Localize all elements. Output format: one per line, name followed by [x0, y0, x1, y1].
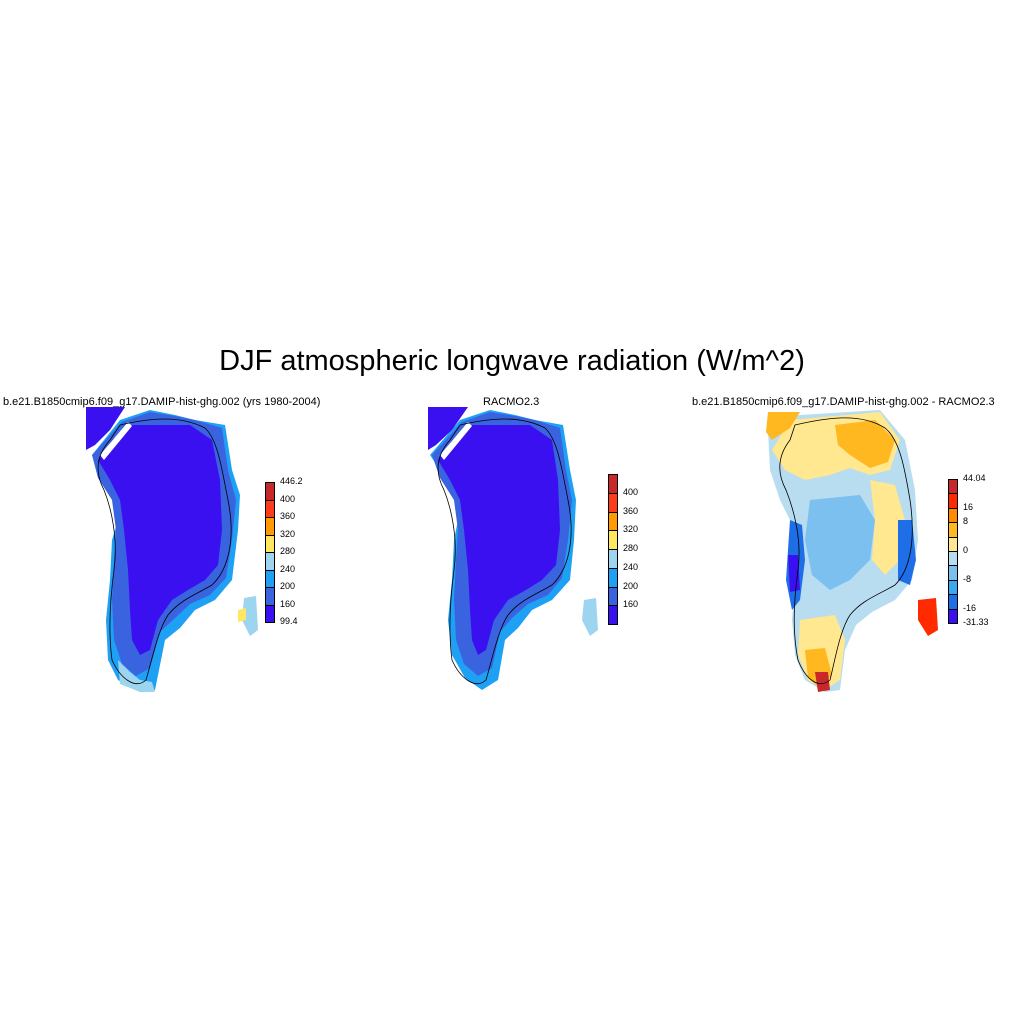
panel-3-island-red [918, 598, 938, 636]
colorbar-label: 446.2 [280, 476, 303, 486]
panel-1-edge-light [118, 660, 155, 692]
panel-1-gap [100, 422, 132, 460]
panel-3-field [766, 410, 938, 692]
colorbar-label: 280 [280, 546, 296, 556]
colorbar-label: 280 [623, 543, 639, 553]
panel-3-east-blue [898, 520, 916, 585]
panel-2-island [582, 598, 598, 636]
panel-1-island-yellow [238, 608, 246, 622]
panel-3-north-orange [835, 420, 895, 468]
panel-3-east-yellow [870, 480, 905, 575]
panel-1-island [242, 596, 258, 636]
colorbar-box [265, 534, 275, 553]
colorbar-label: 160 [623, 599, 639, 610]
colorbar-box [265, 587, 275, 606]
colorbar-box [948, 522, 958, 538]
colorbar-box [265, 569, 275, 588]
panel-1-interior [98, 425, 222, 655]
colorbar-box [608, 474, 618, 494]
panel-3-south-red [815, 672, 830, 692]
colorbar-box [948, 608, 958, 624]
colorbar-box [948, 507, 958, 524]
panel-1-coastline [97, 418, 232, 685]
panel-2-field [428, 407, 598, 690]
colorbar-label: -16 [963, 602, 977, 613]
figure-title: DJF atmospheric longwave radiation (W/m^… [219, 345, 805, 377]
panel-1-title: b.e21.B1850cmip6.f09_g17.DAMIP-hist-ghg.… [3, 396, 321, 408]
colorbar-box [608, 586, 618, 607]
colorbar-box [608, 605, 618, 625]
colorbar-box [608, 549, 618, 569]
colorbar-box [608, 567, 618, 588]
colorbar-label: -31.33 [963, 617, 989, 627]
colorbar-box [948, 579, 958, 596]
colorbar-box [948, 551, 958, 567]
colorbar-label: 44.04 [963, 473, 986, 483]
colorbar-label: 0 [963, 545, 969, 555]
colorbar-box [948, 536, 958, 552]
panel-2-title: RACMO2.3 [483, 396, 540, 408]
colorbar-label: 360 [623, 505, 639, 516]
colorbar-label: 400 [280, 493, 296, 504]
colorbar-label: 240 [280, 563, 296, 574]
panel-2-nw-wedge [428, 407, 468, 450]
colorbar-label: 400 [623, 486, 639, 497]
colorbar-box [948, 594, 958, 610]
panel-3-title: b.e21.B1850cmip6.f09_g17.DAMIP-hist-ghg.… [692, 396, 995, 408]
colorbar-box [265, 499, 275, 518]
colorbar-box [948, 479, 958, 495]
colorbar-box [608, 511, 618, 532]
colorbar-label: 16 [963, 501, 974, 512]
colorbar-box [608, 530, 618, 550]
panel-1-field [86, 407, 258, 692]
colorbar-label: 160 [280, 598, 296, 609]
panel-1-nw-wedge [86, 407, 125, 450]
colorbar-box [265, 482, 275, 501]
colorbar-label: 200 [280, 581, 296, 591]
colorbar-label: -8 [963, 573, 972, 584]
panel-3-west-deep [788, 555, 800, 592]
panel-2-gap [440, 422, 472, 460]
colorbar-box [948, 493, 958, 509]
panel-3-nw-stripes [766, 412, 800, 440]
colorbar-box [265, 552, 275, 571]
colorbar-label: 320 [623, 524, 639, 535]
colorbar-box [608, 492, 618, 513]
colorbar-label: 240 [623, 561, 639, 572]
panel-3-center-blue [805, 495, 875, 590]
colorbar-box [948, 565, 958, 581]
colorbar-box [265, 517, 275, 536]
colorbar-label: 8 [963, 516, 969, 527]
panel-2-interior [438, 425, 560, 655]
colorbar-label: 99.4 [280, 616, 298, 626]
colorbar-label: 200 [623, 580, 639, 591]
panel-2-coastline [437, 418, 572, 685]
panel-3-coastline [779, 417, 913, 685]
colorbar-box [265, 604, 275, 623]
colorbar-label: 320 [280, 528, 296, 539]
colorbar-label: 360 [280, 511, 296, 521]
